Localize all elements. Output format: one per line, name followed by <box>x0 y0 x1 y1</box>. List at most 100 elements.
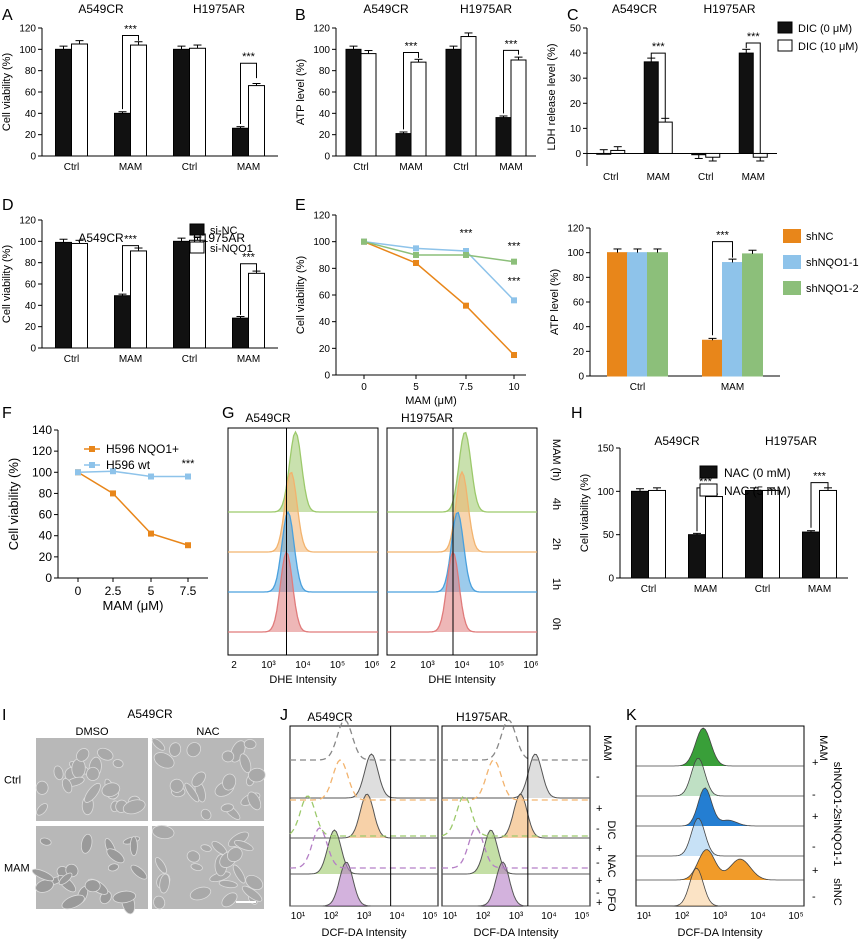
sign-label: + <box>812 811 818 823</box>
legend-swatch <box>783 229 801 243</box>
cell-shape <box>36 803 48 816</box>
bar <box>173 48 190 157</box>
y-tick-label: 100 <box>597 487 614 498</box>
histogram-outline <box>290 861 438 907</box>
legend-swatch <box>189 223 205 236</box>
histogram-outline <box>636 867 804 907</box>
x-tick-label: Ctrl <box>64 162 80 173</box>
sign-label: - <box>596 857 600 869</box>
bar <box>460 36 477 157</box>
y-tick-label: 40 <box>573 322 585 333</box>
histogram-outline <box>290 753 438 799</box>
y-tick-label: 120 <box>313 211 330 222</box>
y-tick-label: 0 <box>575 149 581 160</box>
bar <box>643 61 659 154</box>
data-point <box>148 473 154 480</box>
bar <box>742 253 763 377</box>
cell-shape <box>58 872 73 886</box>
group-label: H1975AR <box>193 2 245 16</box>
data-point <box>361 238 367 245</box>
x-tick-label: 10² <box>476 911 491 922</box>
significance-mark: *** <box>716 230 730 242</box>
bar <box>232 317 249 349</box>
panel-d-chart: 0 20 40 60 80 100 120 Cell viability (%) Ctrl MAM… <box>1 216 278 365</box>
group-label: H1975AR <box>193 231 245 245</box>
x-tick-label: MAM <box>742 172 765 183</box>
flow-frame <box>227 427 379 656</box>
x-tick-label: 10³ <box>420 660 435 671</box>
y-tick-label: 60 <box>319 88 331 99</box>
cell-shape <box>151 738 166 751</box>
bar <box>752 152 768 158</box>
legend-label: DIC (10 μM) <box>798 41 858 53</box>
significance-mark: *** <box>124 23 138 35</box>
x-tick-label: 7.5 <box>180 584 197 598</box>
legend-swatch <box>777 21 793 34</box>
histogram-outline <box>636 849 804 881</box>
significance-bracket <box>403 52 419 130</box>
cell-shape <box>97 747 114 761</box>
x-tick-label: 10⁶ <box>523 660 538 671</box>
y-tick-label: 0 <box>324 371 330 382</box>
cell-shape <box>61 894 85 910</box>
x-tick-label: 10³ <box>261 660 276 671</box>
histogram-outline <box>387 470 537 553</box>
data-point <box>148 530 154 537</box>
bar <box>657 121 673 154</box>
legend-label: H596 wt <box>106 458 151 472</box>
y-axis-label: LDH release level (%) <box>546 44 558 151</box>
row-label: 0h <box>550 618 562 630</box>
group-label: shNQO1-2 <box>831 762 843 815</box>
panel-b-chart: 0 20 40 60 80 100 120 ATP level (%) Ctrl MAM Ctrl M… <box>295 2 536 173</box>
bar <box>648 489 666 579</box>
x-tick-label: 2.5 <box>105 584 122 598</box>
y-tick-label: 120 <box>19 216 36 227</box>
x-tick-label: MAM <box>119 354 142 365</box>
cell-shape <box>200 808 212 821</box>
panel-letter-e: E <box>295 197 306 214</box>
legend-label: shNQO1-1 <box>806 257 859 269</box>
y-axis-label: Cell viability (%) <box>295 256 307 334</box>
x-tick-label: MAM <box>808 584 831 595</box>
cell-shape <box>186 850 201 863</box>
group-label: DIC <box>605 821 617 840</box>
data-point <box>511 352 517 358</box>
flow-title: H1975AR <box>401 411 453 425</box>
sign-label: + <box>596 843 602 855</box>
histogram-outline <box>228 471 378 553</box>
y-tick-label: 80 <box>573 273 585 284</box>
bar <box>596 152 612 155</box>
y-tick-label: 120 <box>567 224 584 235</box>
histogram-outline <box>442 753 590 799</box>
y-tick-label: 50 <box>570 24 582 35</box>
x-tick-label: 10³ <box>509 911 524 922</box>
row-header: MAM (h) <box>550 439 562 481</box>
cell-shape <box>248 767 266 783</box>
panel-letter-b: B <box>295 7 306 24</box>
y-tick-label: 40 <box>319 317 331 328</box>
bar <box>647 252 668 377</box>
x-tick-label: 10² <box>324 911 339 922</box>
y-tick-label: 20 <box>25 130 37 141</box>
x-tick-label: 10⁵ <box>330 660 345 671</box>
x-tick-label: 0 <box>75 584 82 598</box>
cell-shape <box>84 879 101 893</box>
bar <box>819 489 837 579</box>
cell-shape <box>220 803 234 813</box>
x-tick-label: 10⁴ <box>750 911 765 922</box>
bar <box>248 272 265 349</box>
bar <box>114 112 131 157</box>
panel-i-micrographs: A549CR DMSO NAC Ctrl MAM <box>4 707 266 915</box>
x-tick-label: 10 <box>508 382 520 393</box>
y-tick-label: 100 <box>32 465 52 479</box>
histogram-outline <box>290 829 438 875</box>
panel-letter-h: H <box>571 405 583 422</box>
cell-shape <box>112 759 124 769</box>
legend-label: shNC <box>806 231 834 243</box>
panel-h-chart: 0 50 100 150 Cell viability (%) Ctrl MAM Ctrl MA… <box>579 434 848 595</box>
panel-letter-g: G <box>222 405 234 422</box>
panel-letter-d: D <box>2 197 14 214</box>
sign-label: - <box>812 841 816 853</box>
series-line <box>363 240 515 263</box>
